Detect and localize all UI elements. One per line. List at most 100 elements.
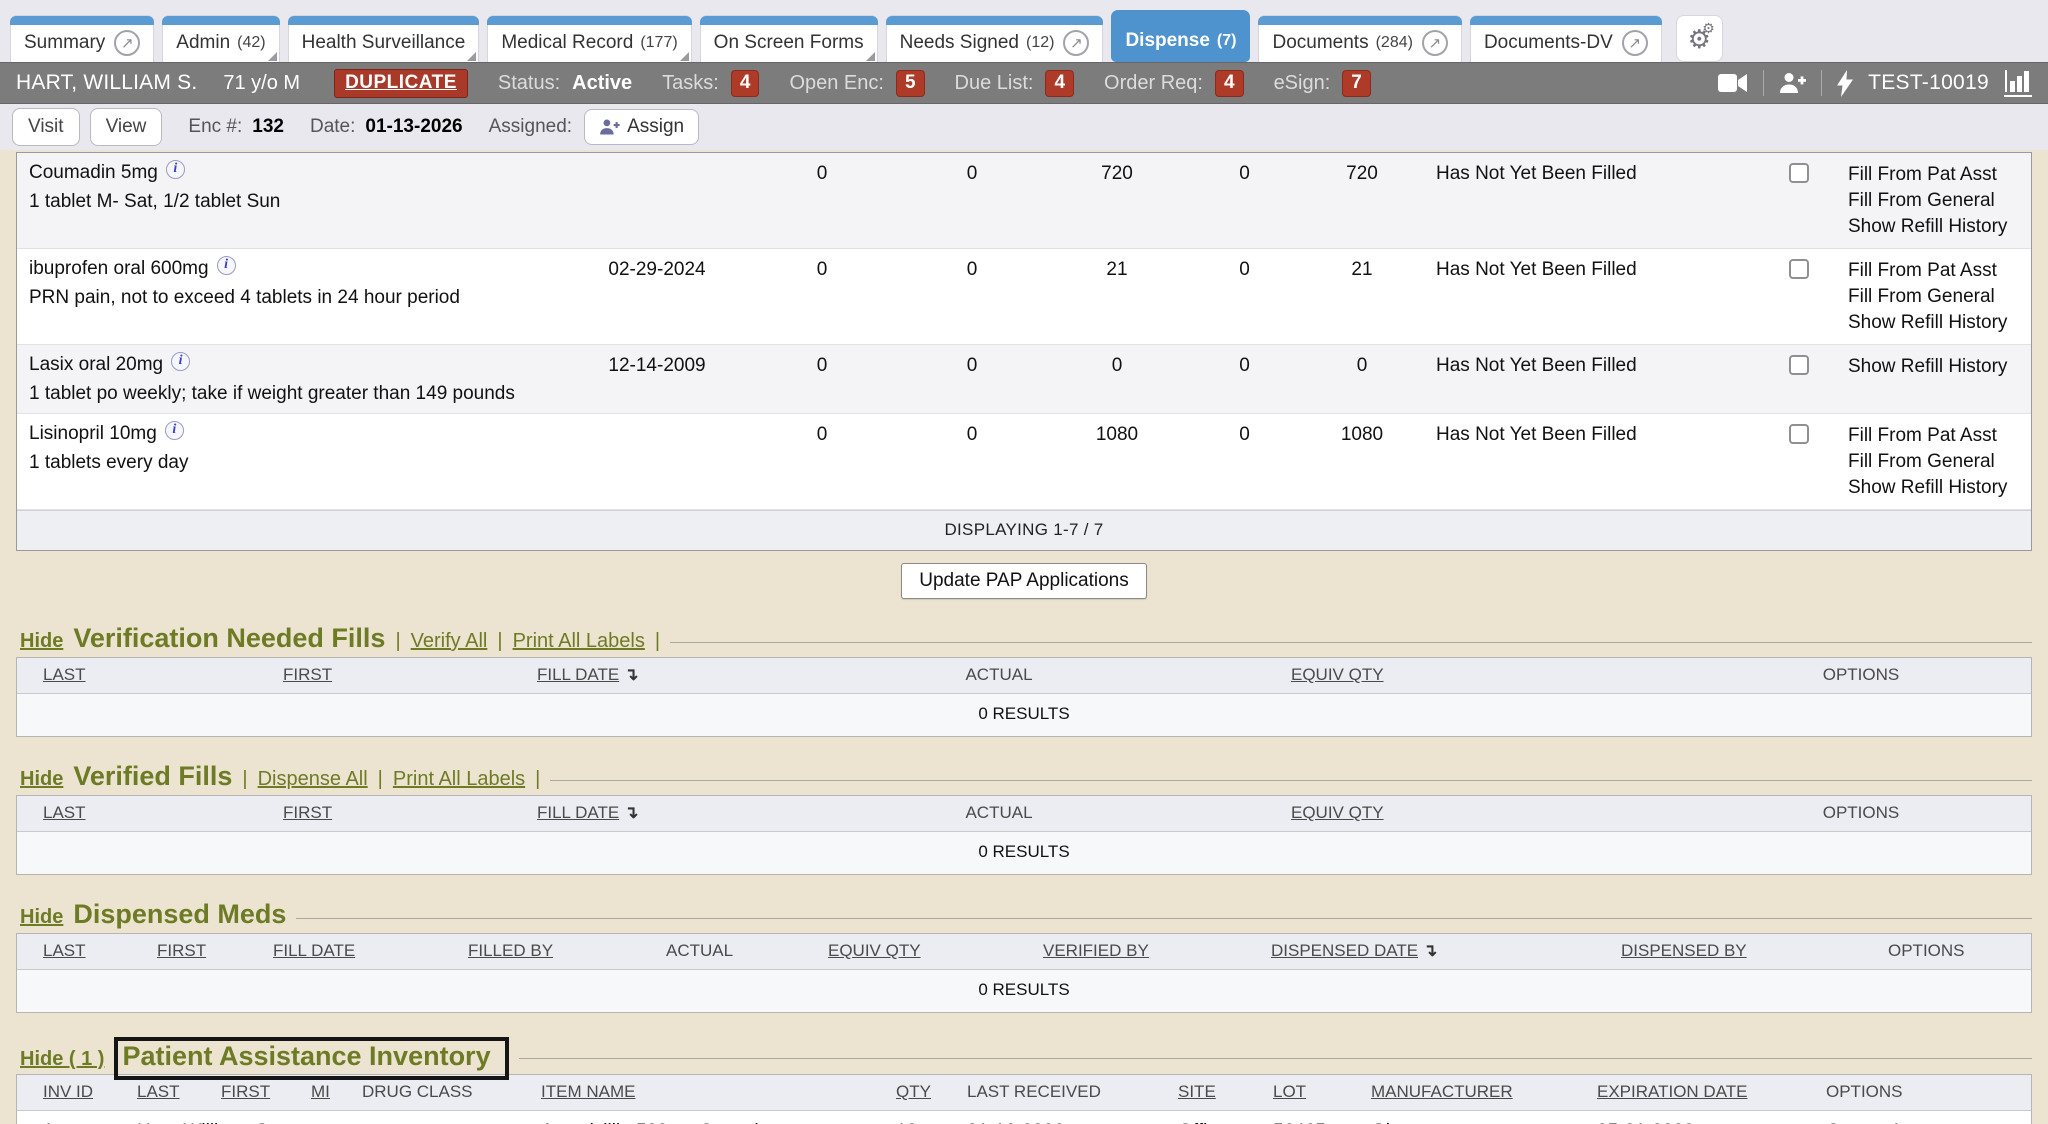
col-first[interactable]: FIRST bbox=[283, 665, 537, 685]
hide-link[interactable]: Hide bbox=[20, 768, 63, 791]
col-equiv-qty[interactable]: EQUIV QTY bbox=[828, 941, 1043, 961]
col-last[interactable]: LAST bbox=[43, 803, 283, 823]
info-icon[interactable]: i bbox=[166, 160, 185, 179]
column-headers: LAST FIRST FILL DATE↴ ACTUAL EQUIV QTY O… bbox=[17, 796, 2031, 832]
hide-link[interactable]: Hide bbox=[20, 906, 63, 929]
qty-cell: 1080 bbox=[1292, 414, 1432, 509]
view-button[interactable]: View bbox=[90, 108, 163, 146]
open-enc-label: Open Enc: bbox=[789, 72, 884, 95]
col-lot[interactable]: LOT bbox=[1273, 1082, 1371, 1102]
info-icon[interactable]: i bbox=[217, 256, 236, 275]
fill-from-general-link[interactable]: Fill From General bbox=[1848, 284, 2031, 310]
col-site[interactable]: SITE bbox=[1178, 1082, 1273, 1102]
external-link-icon[interactable]: ↗ bbox=[1063, 30, 1089, 56]
col-filled-by[interactable]: FILLED BY bbox=[468, 941, 666, 961]
print-all-labels-link[interactable]: Print All Labels bbox=[393, 768, 525, 791]
col-last[interactable]: LAST bbox=[137, 1082, 221, 1102]
col-mi[interactable]: MI bbox=[311, 1082, 362, 1102]
col-dispensed-date[interactable]: DISPENSED DATE↴ bbox=[1271, 941, 1621, 961]
tasks-count-badge[interactable]: 4 bbox=[731, 70, 760, 97]
order-req-count-badge[interactable]: 4 bbox=[1215, 70, 1244, 97]
show-refill-history-link[interactable]: Show Refill History bbox=[1848, 475, 2031, 501]
show-refill-history-link[interactable]: Show Refill History bbox=[1848, 214, 2031, 240]
col-equiv-qty[interactable]: EQUIV QTY bbox=[1131, 665, 1691, 685]
fill-from-general-link[interactable]: Fill From General bbox=[1848, 188, 2031, 214]
select-checkbox[interactable] bbox=[1789, 259, 1809, 279]
dispense-all-link[interactable]: Dispense All bbox=[258, 768, 368, 791]
assigned-label: Assigned: bbox=[489, 116, 572, 138]
esign-count-badge[interactable]: 7 bbox=[1342, 70, 1371, 97]
tab-health-surveillance[interactable]: Health Surveillance bbox=[288, 15, 480, 62]
select-checkbox[interactable] bbox=[1789, 424, 1809, 444]
show-refill-history-link[interactable]: Show Refill History bbox=[1848, 354, 2031, 380]
col-last[interactable]: LAST bbox=[43, 665, 283, 685]
patient-name: HART, WILLIAM S. bbox=[16, 71, 197, 95]
tab-label: Needs Signed bbox=[900, 32, 1019, 54]
verify-all-link[interactable]: Verify All bbox=[411, 630, 488, 653]
assign-button[interactable]: Assign bbox=[584, 109, 699, 145]
col-dispensed-by[interactable]: DISPENSED BY bbox=[1621, 941, 1888, 961]
tab-documents-dv[interactable]: Documents-DV ↗ bbox=[1470, 15, 1662, 62]
fill-status: Has Not Yet Been Filled bbox=[1432, 153, 1762, 248]
info-icon[interactable]: i bbox=[165, 421, 184, 440]
col-equiv-qty[interactable]: EQUIV QTY bbox=[1131, 803, 1691, 823]
duplicate-badge[interactable]: DUPLICATE bbox=[334, 69, 468, 98]
tab-needs-signed[interactable]: Needs Signed (12) ↗ bbox=[886, 15, 1104, 62]
video-call-icon[interactable] bbox=[1718, 72, 1748, 94]
info-icon[interactable]: i bbox=[171, 352, 190, 371]
tab-count: (284) bbox=[1376, 34, 1413, 52]
hide-link[interactable]: Hide bbox=[20, 630, 63, 653]
chart-icon[interactable] bbox=[2004, 70, 2032, 97]
tab-count: (177) bbox=[640, 34, 677, 52]
open-enc-count-badge[interactable]: 5 bbox=[896, 70, 925, 97]
col-drug-class: DRUG CLASS bbox=[362, 1082, 541, 1102]
col-first[interactable]: FIRST bbox=[157, 941, 273, 961]
tab-count: (42) bbox=[237, 34, 265, 52]
update-pap-applications-button[interactable]: Update PAP Applications bbox=[901, 563, 1147, 599]
col-qty[interactable]: QTY bbox=[896, 1082, 967, 1102]
external-link-icon[interactable]: ↗ bbox=[1422, 30, 1448, 56]
fill-from-pat-asst-link[interactable]: Fill From Pat Asst bbox=[1848, 423, 2031, 449]
drug-sig: 1 tablet M- Sat, 1/2 tablet Sun bbox=[29, 191, 577, 213]
col-fill-date[interactable]: FILL DATE bbox=[273, 941, 468, 961]
add-person-icon[interactable] bbox=[1779, 71, 1806, 95]
tab-summary[interactable]: Summary ↗ bbox=[10, 15, 154, 62]
enc-date-value: 01-13-2026 bbox=[365, 116, 462, 138]
esign-label: eSign: bbox=[1274, 72, 1331, 95]
select-checkbox[interactable] bbox=[1789, 163, 1809, 183]
col-fill-date[interactable]: FILL DATE↴ bbox=[537, 665, 867, 685]
col-first[interactable]: FIRST bbox=[221, 1082, 311, 1102]
col-manufacturer[interactable]: MANUFACTURER bbox=[1371, 1082, 1597, 1102]
fill-from-general-link[interactable]: Fill From General bbox=[1848, 449, 2031, 475]
tab-dispense[interactable]: Dispense (7) bbox=[1111, 10, 1250, 62]
col-verified-by[interactable]: VERIFIED BY bbox=[1043, 941, 1271, 961]
hide-link[interactable]: Hide ( 1 ) bbox=[20, 1048, 104, 1071]
col-item-name[interactable]: ITEM NAME bbox=[541, 1082, 896, 1102]
col-expiration-date[interactable]: EXPIRATION DATE bbox=[1597, 1082, 1826, 1102]
tab-documents[interactable]: Documents (284) ↗ bbox=[1258, 15, 1461, 62]
print-all-labels-link[interactable]: Print All Labels bbox=[513, 630, 645, 653]
verification-needed-fills-section: Hide Verification Needed Fills | Verify … bbox=[16, 623, 2032, 737]
col-inv-id[interactable]: INV ID bbox=[43, 1082, 137, 1102]
section-title-focus-box: Patient Assistance Inventory bbox=[114, 1037, 508, 1080]
external-link-icon[interactable]: ↗ bbox=[114, 30, 140, 56]
select-checkbox[interactable] bbox=[1789, 355, 1809, 375]
tab-admin[interactable]: Admin (42) bbox=[162, 15, 279, 62]
col-last[interactable]: LAST bbox=[43, 941, 157, 961]
external-link-icon[interactable]: ↗ bbox=[1622, 30, 1648, 56]
col-first[interactable]: FIRST bbox=[283, 803, 537, 823]
tab-settings-button[interactable]: ⚙ ⚙ bbox=[1676, 15, 1723, 62]
lightning-icon[interactable] bbox=[1837, 70, 1853, 97]
due-list-count-badge[interactable]: 4 bbox=[1045, 70, 1074, 97]
tab-label: Health Surveillance bbox=[302, 32, 466, 54]
fill-from-pat-asst-link[interactable]: Fill From Pat Asst bbox=[1848, 258, 2031, 284]
tab-label: Medical Record bbox=[501, 32, 633, 54]
tab-label: Admin bbox=[176, 32, 230, 54]
visit-button[interactable]: Visit bbox=[12, 108, 80, 146]
show-refill-history-link[interactable]: Show Refill History bbox=[1848, 310, 2031, 336]
col-fill-date[interactable]: FILL DATE↴ bbox=[537, 803, 867, 823]
qty-cell: 720 bbox=[1037, 153, 1197, 248]
fill-from-pat-asst-link[interactable]: Fill From Pat Asst bbox=[1848, 162, 2031, 188]
tab-medical-record[interactable]: Medical Record (177) bbox=[487, 15, 691, 62]
tab-on-screen-forms[interactable]: On Screen Forms bbox=[700, 15, 878, 62]
